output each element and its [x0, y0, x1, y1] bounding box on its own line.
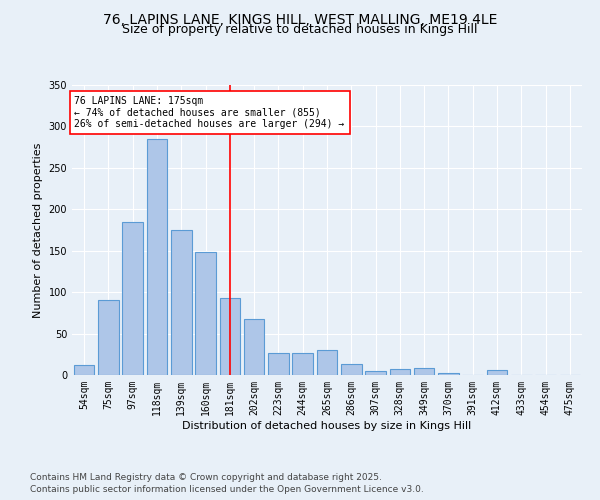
- Bar: [220, 298, 240, 375]
- Bar: [98, 300, 119, 375]
- Bar: [244, 318, 265, 375]
- Bar: [317, 350, 337, 375]
- Bar: [487, 370, 508, 375]
- Bar: [365, 371, 386, 375]
- Bar: [438, 372, 459, 375]
- Text: Contains HM Land Registry data © Crown copyright and database right 2025.: Contains HM Land Registry data © Crown c…: [30, 472, 382, 482]
- Bar: [389, 369, 410, 375]
- Bar: [341, 364, 362, 375]
- Text: Contains public sector information licensed under the Open Government Licence v3: Contains public sector information licen…: [30, 485, 424, 494]
- Text: 76, LAPINS LANE, KINGS HILL, WEST MALLING, ME19 4LE: 76, LAPINS LANE, KINGS HILL, WEST MALLIN…: [103, 12, 497, 26]
- Bar: [195, 252, 216, 375]
- Bar: [122, 222, 143, 375]
- Bar: [74, 365, 94, 375]
- Text: 76 LAPINS LANE: 175sqm
← 74% of detached houses are smaller (855)
26% of semi-de: 76 LAPINS LANE: 175sqm ← 74% of detached…: [74, 96, 344, 129]
- Y-axis label: Number of detached properties: Number of detached properties: [33, 142, 43, 318]
- Bar: [292, 352, 313, 375]
- Bar: [146, 139, 167, 375]
- X-axis label: Distribution of detached houses by size in Kings Hill: Distribution of detached houses by size …: [182, 420, 472, 430]
- Bar: [268, 352, 289, 375]
- Bar: [171, 230, 191, 375]
- Bar: [414, 368, 434, 375]
- Text: Size of property relative to detached houses in Kings Hill: Size of property relative to detached ho…: [122, 22, 478, 36]
